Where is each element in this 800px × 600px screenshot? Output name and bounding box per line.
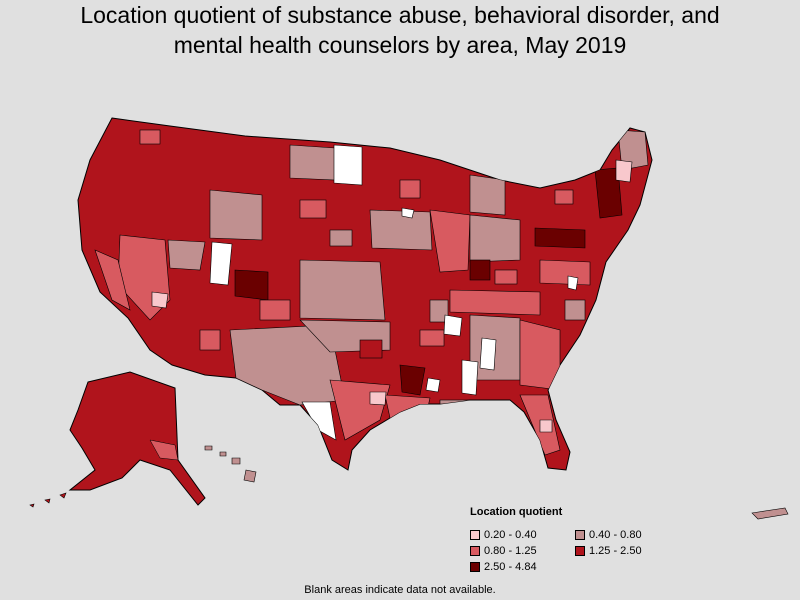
island (29, 503, 35, 508)
map-legend: Location quotient 0.20 - 0.40 0.40 - 0.8… (470, 506, 700, 574)
no-data-area (443, 314, 463, 337)
legend-swatch (470, 530, 480, 540)
map-title: Location quotient of substance abuse, be… (0, 0, 800, 60)
legend-label: 0.40 - 0.80 (589, 529, 642, 541)
region-wyoming (209, 189, 263, 241)
legend-item: 1.25 - 2.50 (575, 544, 685, 558)
no-data-area (209, 241, 233, 286)
legend-swatch (470, 546, 480, 556)
legend-label: 0.80 - 1.25 (484, 545, 537, 557)
region-illinois (429, 209, 471, 273)
region-pennsylvania-dark (534, 227, 586, 249)
region-georgia (519, 319, 561, 391)
no-data-area (333, 144, 363, 186)
region-maine-light (615, 159, 633, 183)
legend-label: 1.25 - 2.50 (589, 545, 642, 557)
county-patch (259, 299, 291, 321)
legend-swatch (470, 562, 480, 572)
legend-item: 0.40 - 0.80 (575, 528, 685, 542)
no-data-area (301, 401, 337, 441)
no-data-area (425, 377, 441, 393)
region-light-spot-3 (539, 419, 553, 433)
legend-item: 0.20 - 0.40 (470, 528, 575, 542)
contiguous-us (77, 117, 653, 471)
region-patches (94, 129, 649, 456)
island (44, 498, 51, 504)
region-virginia (539, 259, 591, 286)
hawaii-island (219, 451, 227, 457)
legend-swatch (575, 546, 585, 556)
county-patches (139, 129, 586, 405)
county-patch (419, 329, 445, 347)
county-patch (494, 269, 518, 285)
legend-swatch (575, 530, 585, 540)
hawaii-island (243, 469, 257, 483)
legend-item: 0.80 - 1.25 (470, 544, 575, 558)
title-line-2: mental health counselors by area, May 20… (173, 32, 627, 58)
region-new-england-dark (594, 167, 623, 219)
hawaii (204, 445, 257, 483)
no-data-area (401, 207, 415, 219)
no-data-area (479, 337, 497, 371)
region-utah-north (167, 239, 206, 271)
island (59, 492, 67, 499)
aleutian-islands (29, 492, 67, 508)
county-patch (299, 199, 327, 219)
hawaii-island (204, 445, 213, 451)
alaska (68, 371, 206, 506)
region-iowa (369, 209, 433, 251)
region-mississippi-dark (399, 364, 426, 396)
county-patch (359, 339, 383, 359)
region-michigan (469, 174, 506, 216)
region-california-inner (94, 249, 131, 311)
county-patch (554, 189, 574, 205)
title-line-1: Location quotient of substance abuse, be… (80, 2, 720, 28)
region-maine (617, 129, 649, 171)
no-data-areas (209, 144, 579, 441)
region-louisiana (384, 394, 431, 421)
county-patch (564, 299, 586, 321)
legend-label: 0.20 - 0.40 (484, 529, 537, 541)
region-light-spot-1 (151, 291, 169, 309)
region-colorado-dark (234, 269, 269, 301)
legend-grid: 0.20 - 0.40 0.40 - 0.80 0.80 - 1.25 1.25… (470, 528, 700, 574)
county-patch (329, 229, 353, 247)
no-data-area (461, 359, 479, 396)
county-patch (399, 179, 421, 199)
puerto-rico (751, 507, 789, 520)
region-indiana-ohio (469, 214, 521, 263)
county-patch (139, 129, 161, 145)
county-patch (429, 299, 449, 323)
alaska-lighter-area (149, 439, 179, 461)
legend-label: 2.50 - 4.84 (484, 561, 537, 573)
legend-title: Location quotient (470, 506, 563, 518)
hawaii-island (231, 457, 241, 465)
region-north-dakota (289, 144, 336, 181)
region-light-spot-2 (369, 391, 387, 406)
legend-item: 2.50 - 4.84 (470, 560, 575, 574)
county-patch (469, 259, 491, 281)
footnote: Blank areas indicate data not available. (304, 584, 496, 596)
no-data-area (567, 275, 579, 291)
region-great-plains (299, 259, 386, 321)
county-patch (199, 329, 221, 351)
region-tennessee (449, 289, 541, 316)
